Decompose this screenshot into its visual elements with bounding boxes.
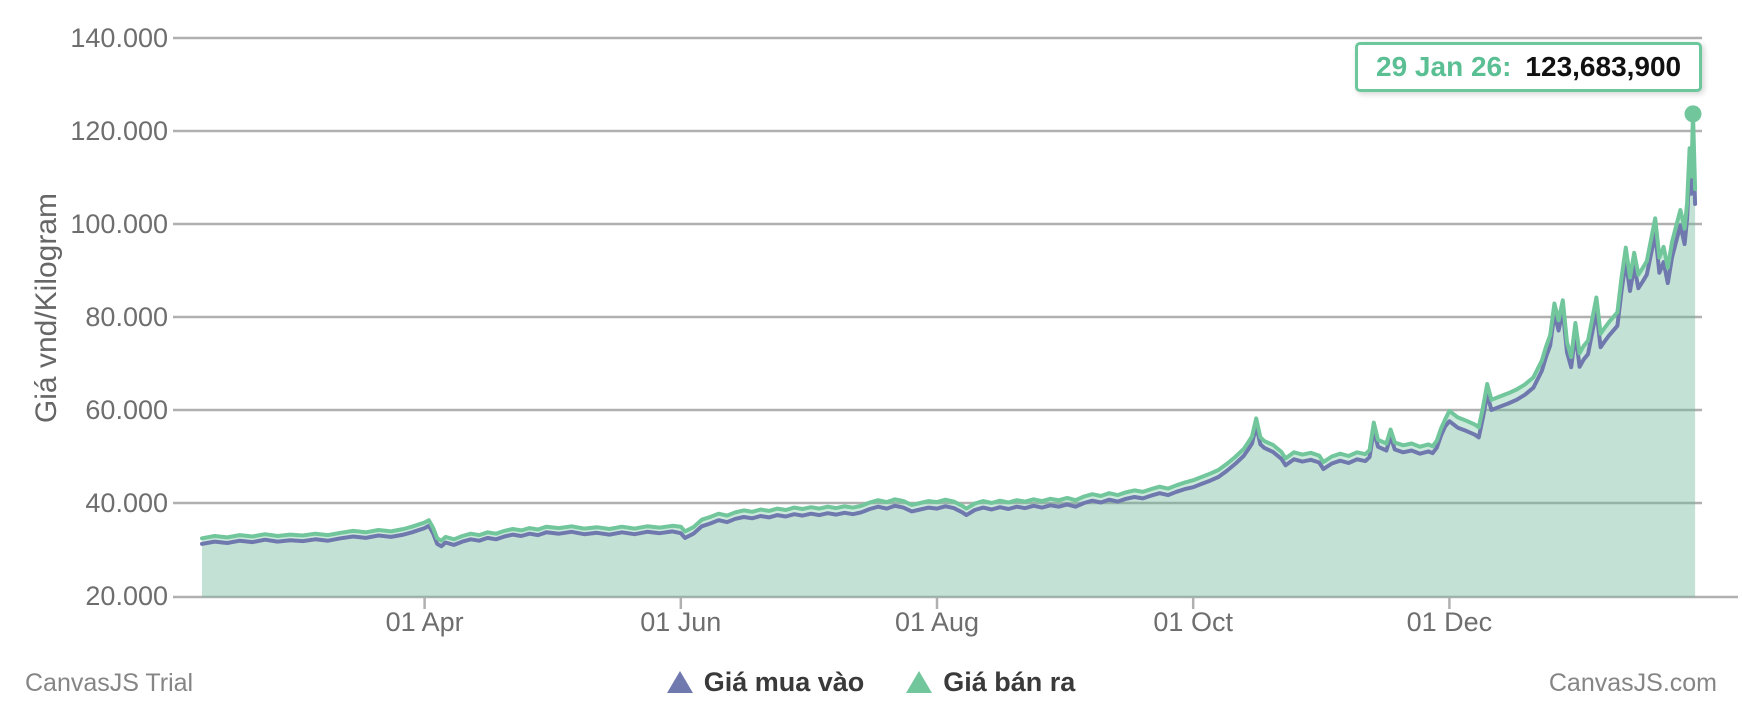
x-tick-label: 01 Jun: [640, 607, 722, 637]
legend-triangle-icon: [666, 671, 693, 693]
last-point-marker: [1684, 105, 1702, 123]
y-axis-title: Giá vnd/Kilogram: [30, 192, 63, 424]
legend-label: Giá mua vào: [703, 667, 865, 697]
x-tick-label: 01 Apr: [385, 607, 464, 637]
legend-item-buy[interactable]: Giá mua vào: [666, 667, 865, 697]
canvasjs-trial-link[interactable]: CanvasJS Trial: [25, 669, 194, 697]
y-tick-label: 100.000: [70, 209, 168, 239]
legend-triangle-icon: [906, 671, 933, 693]
y-tick-label: 140.000: [70, 23, 168, 53]
sell-price-line: [200, 111, 1698, 543]
tooltip: 29 Jan 26: 123,683,900: [1355, 42, 1703, 92]
tooltip-value: 123,683,900: [1525, 51, 1682, 82]
buy-area-fill: [202, 136, 1696, 597]
x-tick-label: 01 Dec: [1406, 607, 1493, 637]
legend: Giá mua vào Giá bán ra: [0, 667, 1742, 697]
y-tick-label: 40.000: [85, 488, 168, 518]
y-tick-label: 20.000: [85, 581, 168, 611]
y-tick-label: 120.000: [70, 116, 168, 146]
sell-area-fill: [202, 113, 1696, 598]
y-tick-label: 60.000: [85, 395, 168, 425]
y-tick-label: 80.000: [85, 302, 168, 332]
legend-label: Giá bán ra: [943, 667, 1076, 697]
x-tick-label: 01 Aug: [894, 607, 980, 637]
tooltip-date: 29 Jan 26:: [1376, 51, 1512, 82]
legend-item-sell[interactable]: Giá bán ra: [906, 667, 1075, 697]
x-tick-label: 01 Oct: [1153, 607, 1233, 637]
buy-price-line: [200, 134, 1698, 549]
canvasjs-site-link[interactable]: CanvasJS.com: [1548, 669, 1717, 697]
